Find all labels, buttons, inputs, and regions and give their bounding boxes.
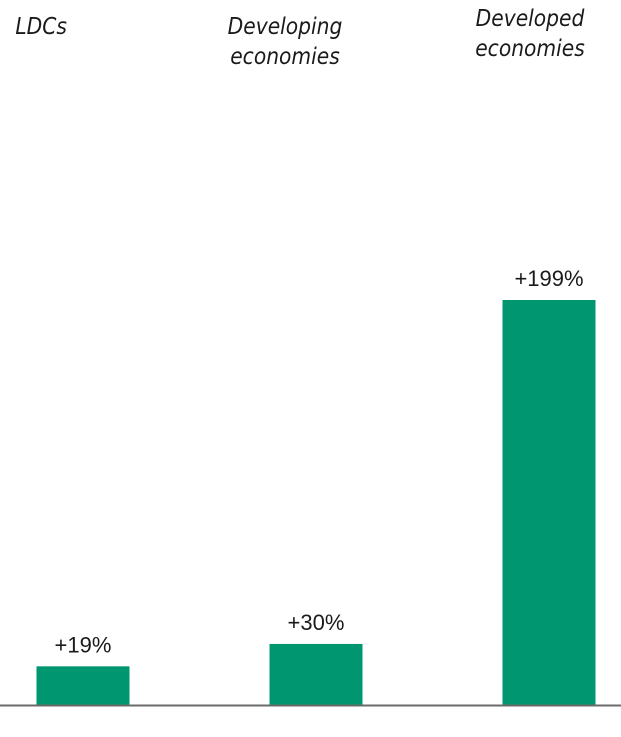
bar-2: [502, 300, 596, 705]
category-label-developing-economies: Developing economies: [227, 14, 343, 70]
value-label-1: +30%: [288, 610, 345, 635]
bar-0: [36, 666, 130, 705]
category-label-ldcs: LDCs: [15, 14, 67, 40]
value-label-0: +19%: [55, 632, 112, 657]
category-label-developed-economies: Developed economies: [475, 6, 585, 62]
value-label-2: +199%: [514, 266, 583, 291]
bar-1: [269, 643, 363, 705]
